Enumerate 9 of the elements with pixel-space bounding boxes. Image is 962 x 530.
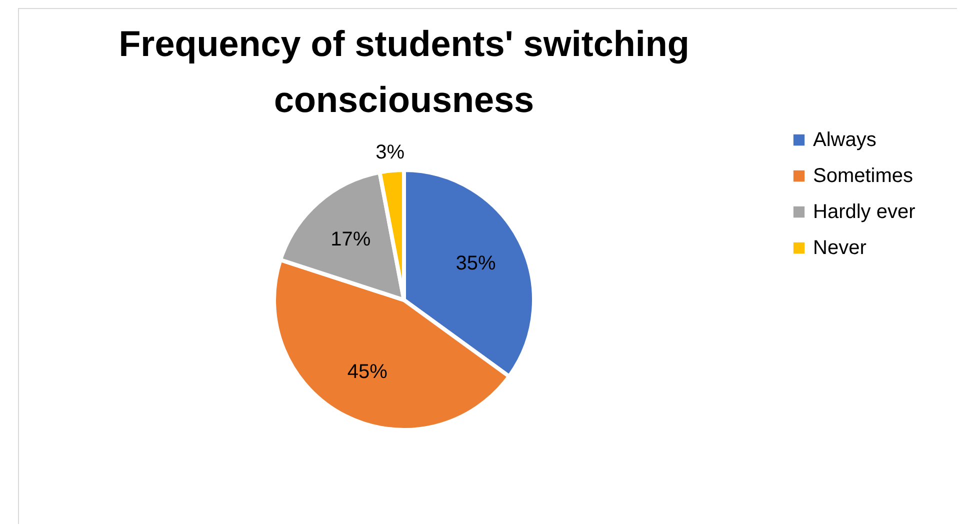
data-label: 45% [347, 360, 388, 383]
legend-label: Always [813, 129, 876, 151]
legend-label: Sometimes [813, 165, 914, 187]
legend-label: Hardly ever [813, 201, 916, 223]
legend-label: Never [813, 237, 867, 259]
data-label: 35% [456, 252, 496, 274]
data-label: 17% [330, 228, 371, 251]
chart-title: Frequency of students' switching consciousness [118, 23, 690, 120]
data-label: 3% [376, 142, 405, 164]
